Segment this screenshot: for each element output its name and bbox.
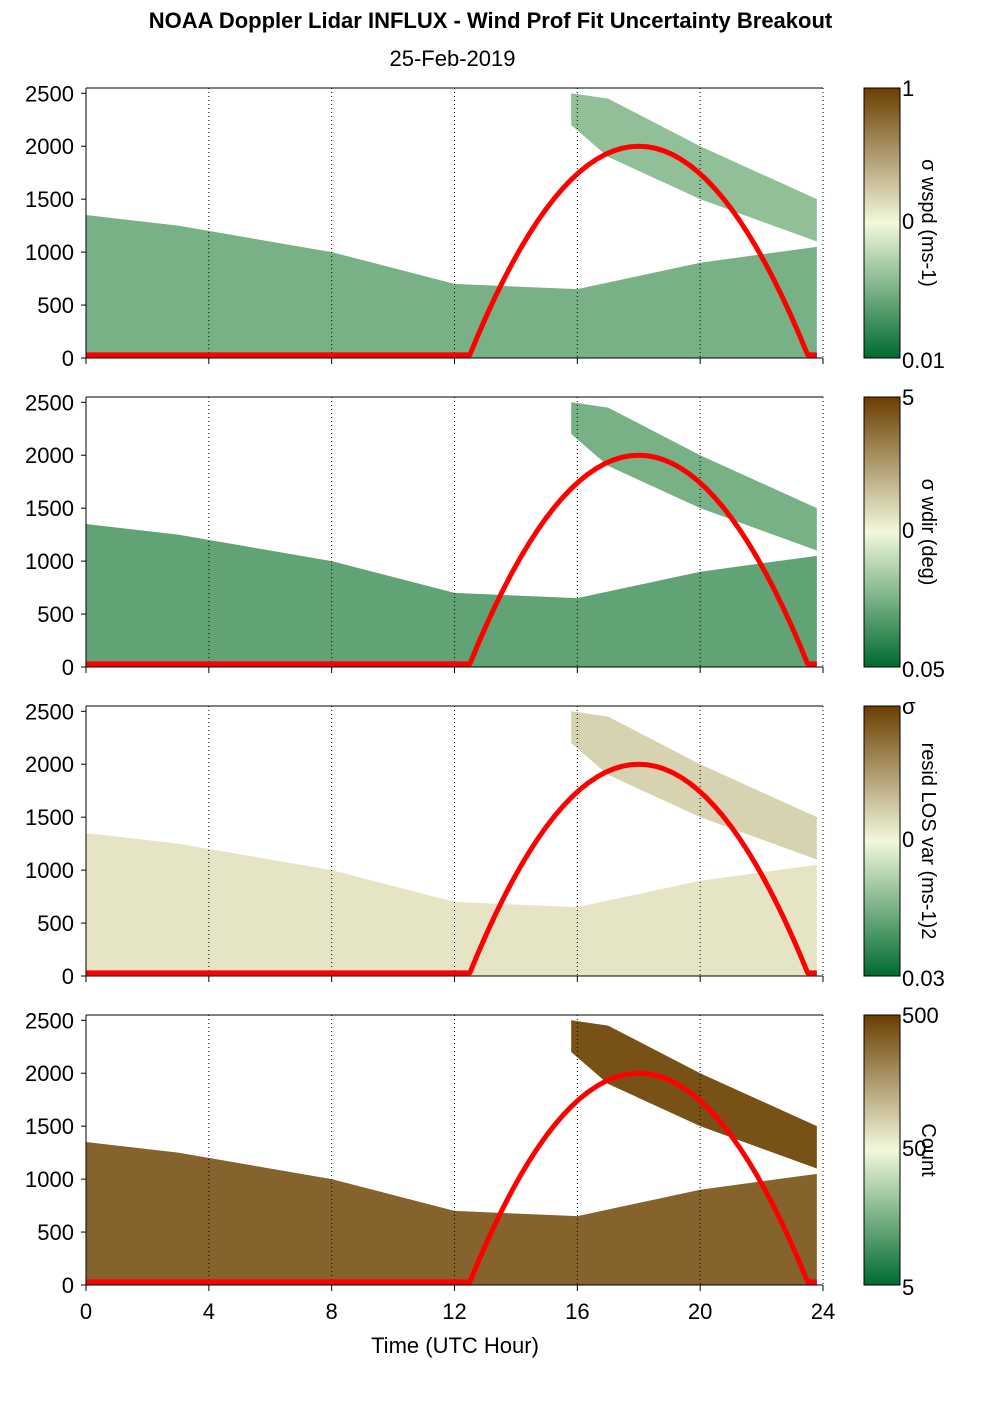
colorbar-tick-label: 0.03 bbox=[902, 966, 945, 991]
x-tick-label: 4 bbox=[203, 1299, 215, 1324]
y-tick-label: 2500 bbox=[25, 699, 74, 724]
y-tick-label: 2000 bbox=[25, 134, 74, 159]
y-tick-label: 2500 bbox=[25, 1008, 74, 1033]
boundary-layer-field bbox=[86, 215, 817, 358]
panel-2: 0 500 1000 1500 2000 2500 0.05 0 5 σ wdir (deg) bbox=[25, 385, 945, 682]
boundary-layer-field bbox=[86, 833, 817, 976]
boundary-layer-field bbox=[86, 1142, 817, 1285]
colorbar-tick-label: 0.05 bbox=[902, 657, 945, 682]
colorbar-label: σ wdir (deg) bbox=[917, 479, 939, 586]
y-tick-label: 1500 bbox=[25, 805, 74, 830]
x-tick-label: 24 bbox=[811, 1299, 835, 1324]
boundary-layer-field bbox=[86, 524, 817, 667]
y-tick-label: 1000 bbox=[25, 1167, 74, 1192]
y-tick-label: 500 bbox=[37, 293, 74, 318]
y-tick-label: 2500 bbox=[25, 390, 74, 415]
sun-elevation-curve bbox=[86, 1070, 817, 1285]
colorbar bbox=[863, 705, 901, 977]
panel-1: 0 500 1000 1500 2000 2500 0.01 0 1 σ wspd (ms-1) bbox=[25, 76, 945, 373]
colorbar-label: resid LOS var (ms-1)2 bbox=[917, 743, 939, 940]
sun-elevation-curve bbox=[86, 761, 817, 976]
y-tick-label: 0 bbox=[62, 964, 74, 989]
colorbar-tick-label: 0.01 bbox=[902, 348, 945, 373]
colorbar-tick-label: 50 bbox=[902, 1136, 926, 1161]
y-tick-label: 0 bbox=[62, 346, 74, 371]
colorbar-tick-label: σ bbox=[902, 694, 916, 719]
colorbar-tick-label: 5 bbox=[902, 1275, 914, 1300]
colorbar bbox=[863, 396, 901, 668]
x-tick-label: 0 bbox=[80, 1299, 92, 1324]
x-tick-label: 8 bbox=[326, 1299, 338, 1324]
y-tick-label: 500 bbox=[37, 602, 74, 627]
y-tick-label: 1500 bbox=[25, 1114, 74, 1139]
y-tick-label: 500 bbox=[37, 911, 74, 936]
colorbar bbox=[863, 1014, 901, 1286]
y-tick-label: 1000 bbox=[25, 549, 74, 574]
colorbar-tick-label: 0 bbox=[902, 827, 914, 852]
figure-title: NOAA Doppler Lidar INFLUX - Wind Prof Fi… bbox=[148, 8, 833, 33]
x-tick-label: 12 bbox=[442, 1299, 466, 1324]
y-tick-label: 2000 bbox=[25, 443, 74, 468]
y-tick-label: 0 bbox=[62, 655, 74, 680]
x-tick-label: 20 bbox=[688, 1299, 712, 1324]
colorbar-tick-label: 1 bbox=[902, 76, 914, 101]
colorbar bbox=[863, 87, 901, 359]
y-tick-label: 1500 bbox=[25, 187, 74, 212]
y-tick-label: 2000 bbox=[25, 752, 74, 777]
panel-4: 0 500 1000 1500 2000 2500 0 4 8 12 16 20 24 5 50 500 Cou… bbox=[25, 1003, 939, 1324]
colorbar-tick-label: 0 bbox=[902, 518, 914, 543]
sun-elevation-curve bbox=[86, 143, 817, 358]
y-tick-label: 1000 bbox=[25, 858, 74, 883]
sun-elevation-curve bbox=[86, 452, 817, 667]
panel-3: 0 500 1000 1500 2000 2500 0.03 0 σ resid LOS var … bbox=[25, 694, 945, 991]
figure-subtitle: 25-Feb-2019 bbox=[389, 46, 516, 71]
colorbar-tick-label: 0 bbox=[902, 209, 914, 234]
y-tick-label: 1000 bbox=[25, 240, 74, 265]
x-tick-label: 16 bbox=[565, 1299, 589, 1324]
colorbar-label: σ wspd (ms-1) bbox=[917, 159, 939, 287]
x-axis-label: Time (UTC Hour) bbox=[371, 1333, 539, 1358]
colorbar-tick-label: 500 bbox=[902, 1003, 939, 1028]
colorbar-label: Count bbox=[917, 1123, 939, 1177]
y-tick-label: 2500 bbox=[25, 81, 74, 106]
y-tick-label: 1500 bbox=[25, 496, 74, 521]
y-tick-label: 0 bbox=[62, 1273, 74, 1298]
y-tick-label: 2000 bbox=[25, 1061, 74, 1086]
colorbar-tick-label: 5 bbox=[902, 385, 914, 410]
y-tick-label: 500 bbox=[37, 1220, 74, 1245]
